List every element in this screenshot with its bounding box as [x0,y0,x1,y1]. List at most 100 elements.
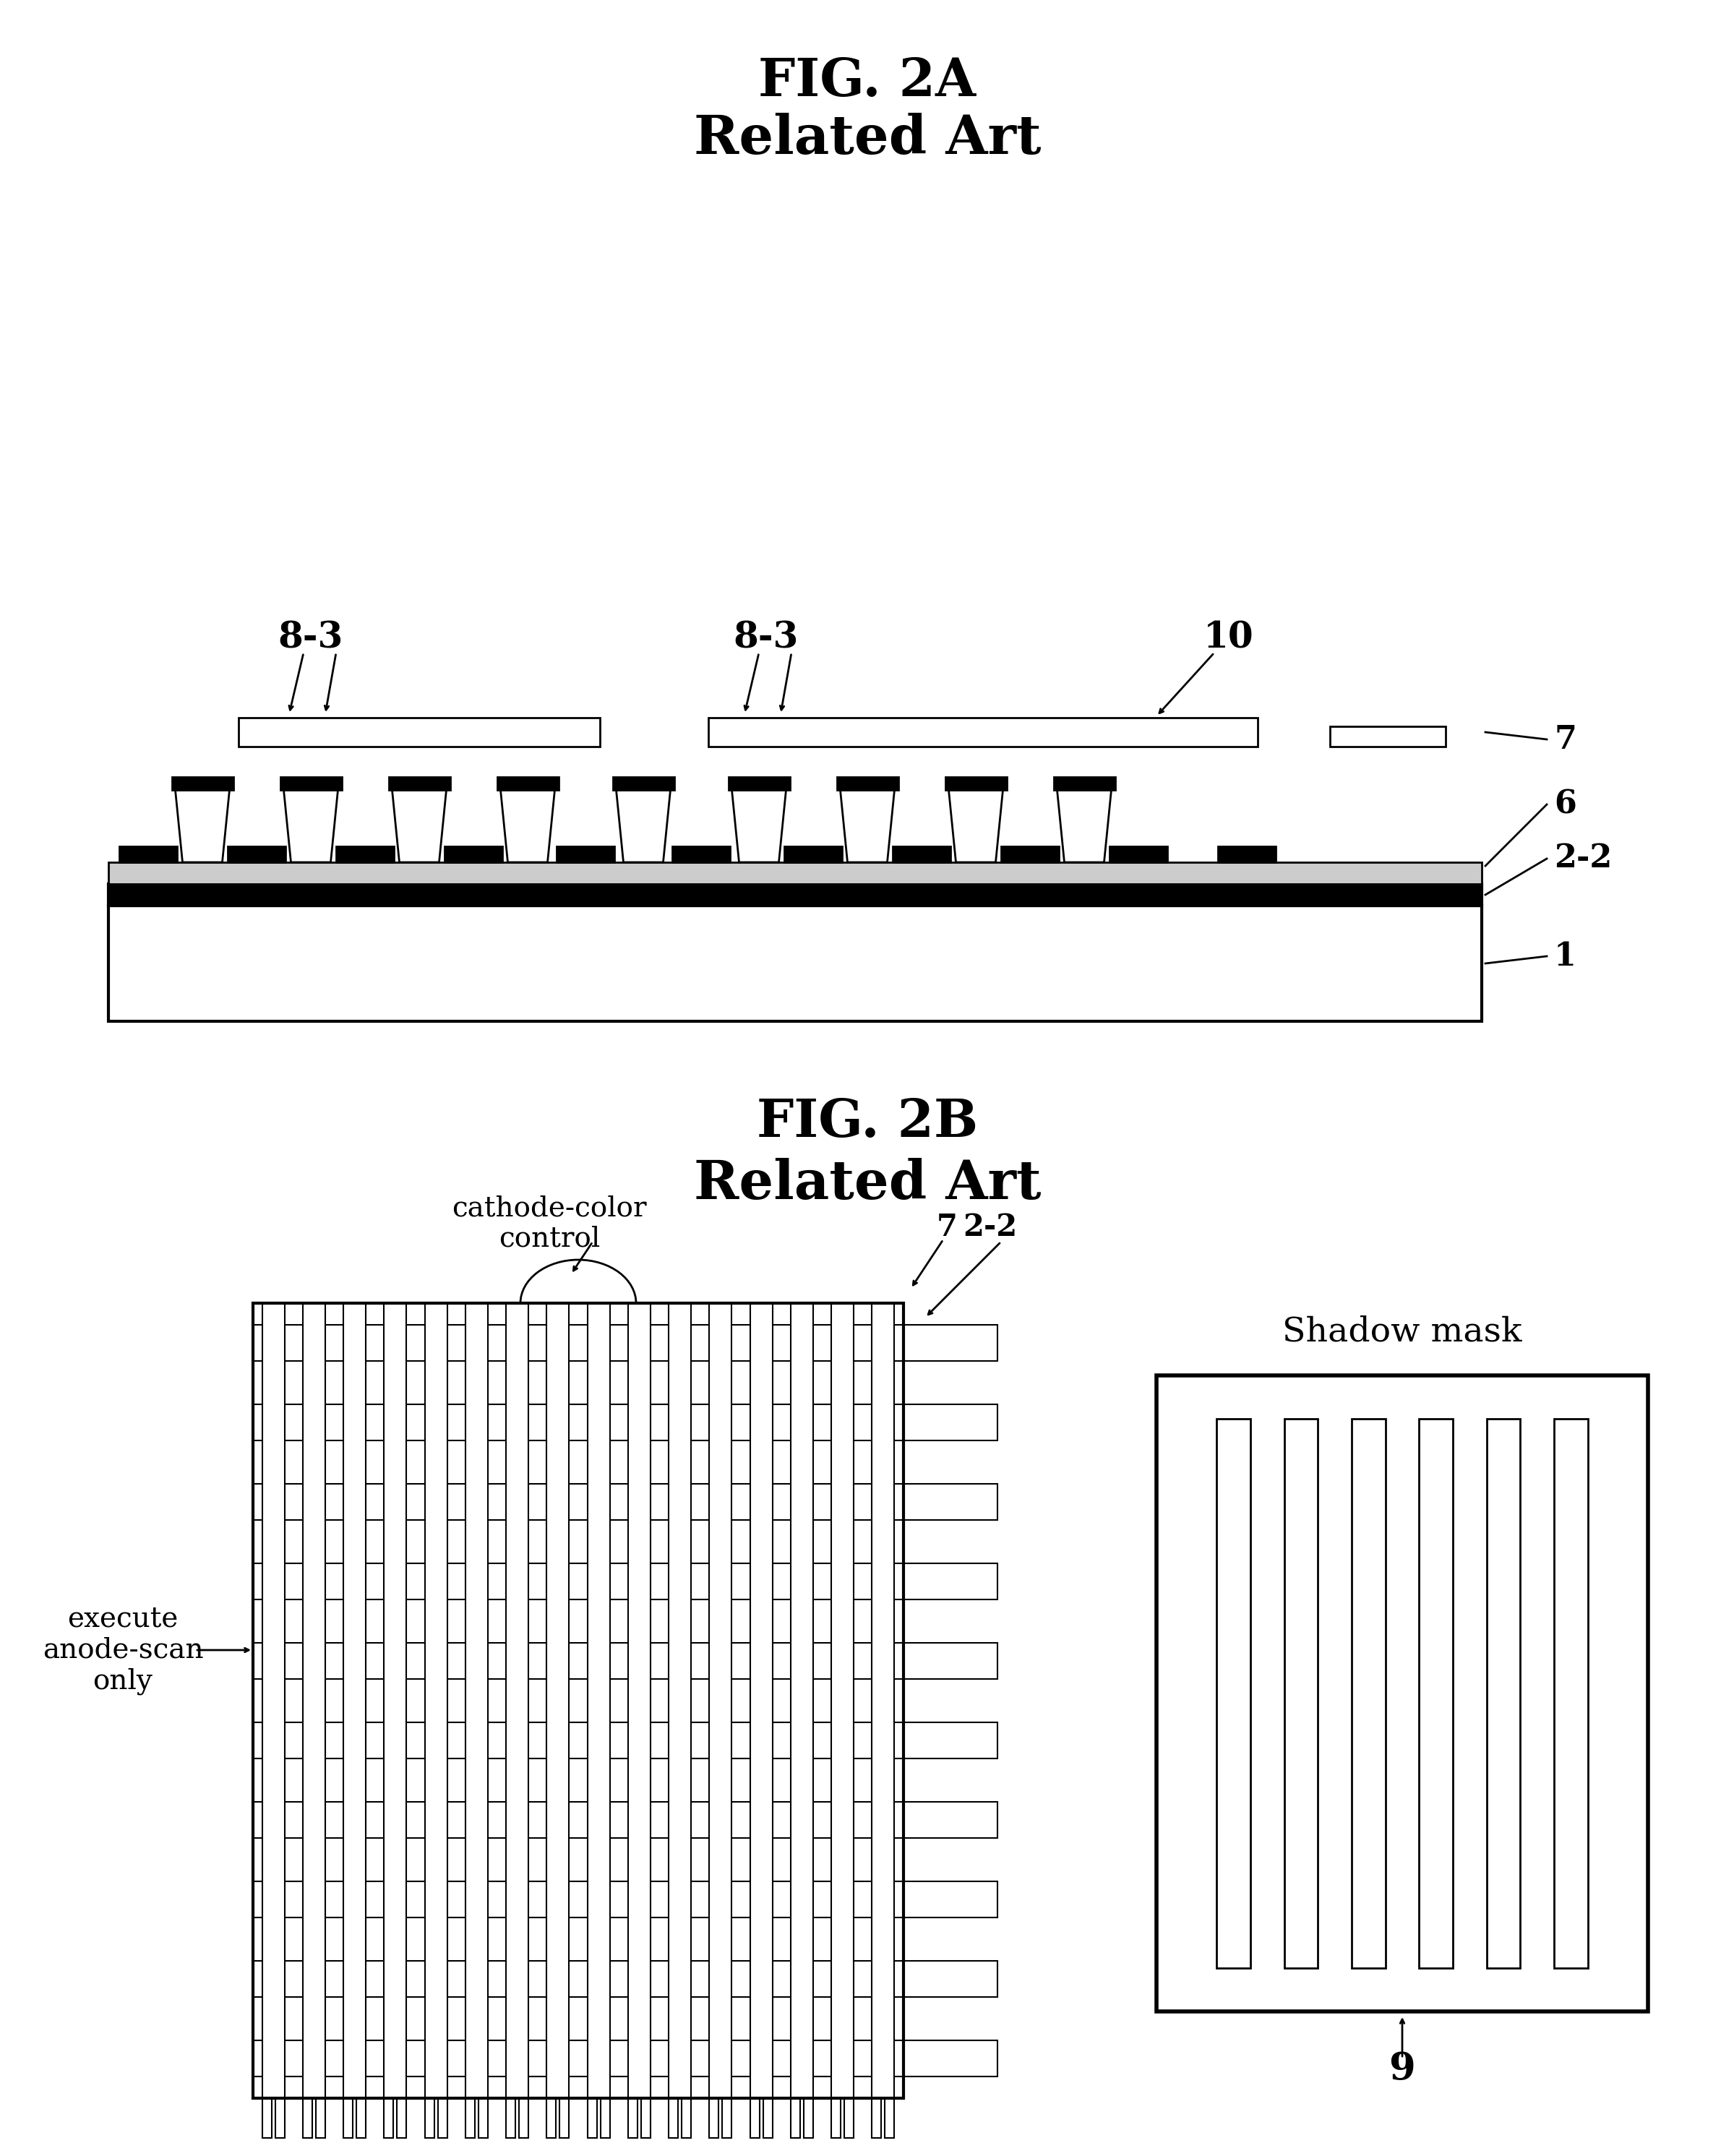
Bar [560,2098,569,2139]
Text: 1: 1 [1554,940,1576,972]
Bar [681,2098,692,2139]
Bar [1486,1419,1521,1968]
Bar [803,2098,813,2139]
Bar [109,884,1483,906]
Bar [903,2040,997,2076]
Bar [388,776,449,789]
Bar [1157,1376,1647,2012]
Bar [784,847,843,862]
Bar [763,2098,772,2139]
Bar [1217,847,1276,862]
Bar [844,2098,853,2139]
Bar [444,847,503,862]
Bar [253,1563,903,1600]
Bar [723,2098,732,2139]
Text: 10: 10 [1203,621,1254,655]
Bar [709,718,1257,746]
Bar [172,776,232,789]
Text: 8-3: 8-3 [277,621,343,655]
Bar [893,847,950,862]
Text: execute
anode-scan
only: execute anode-scan only [42,1606,203,1695]
Polygon shape [732,789,786,862]
Text: cathode-color
control: cathode-color control [453,1194,647,1253]
Polygon shape [501,789,555,862]
Bar [612,776,675,789]
Bar [1217,1419,1250,1968]
Bar [303,2098,312,2139]
Bar [109,906,1483,1022]
Polygon shape [1058,789,1111,862]
Bar [546,2098,557,2139]
Bar [1418,1419,1453,1968]
Bar [588,2098,596,2139]
Bar [281,776,342,789]
Bar [506,2098,515,2139]
Bar [425,2098,434,2139]
Bar [588,1302,610,2098]
Bar [791,2098,799,2139]
Bar [669,1302,692,2098]
Bar [357,2098,366,2139]
Bar [1330,727,1446,746]
Bar [628,1302,650,2098]
Bar [884,2098,895,2139]
Bar [465,2098,475,2139]
Bar [903,1802,997,1837]
Bar [872,2098,881,2139]
Bar [276,2098,284,2139]
Bar [1351,1419,1385,1968]
Bar [872,1302,895,2098]
Text: 7: 7 [936,1212,957,1242]
Bar [425,1302,447,2098]
Bar [1285,1419,1318,1968]
Bar [253,2040,903,2076]
Bar [397,2098,406,2139]
Text: Related Art: Related Art [694,1158,1040,1210]
Bar [1554,1419,1588,1968]
Bar [903,1723,997,1759]
Polygon shape [948,789,1002,862]
Bar [385,1302,406,2098]
Bar [903,1962,997,1996]
Bar [253,1302,903,2098]
Text: 2-2: 2-2 [1554,843,1613,873]
Bar [557,847,614,862]
Text: Related Art: Related Art [694,112,1040,166]
Bar [253,1723,903,1759]
Bar [791,1302,813,2098]
Bar [945,776,1006,789]
Polygon shape [392,789,446,862]
Bar [109,862,1483,884]
Bar [227,847,286,862]
Bar [1110,847,1167,862]
Bar [262,2098,272,2139]
Text: 9: 9 [1389,2050,1415,2087]
Bar [600,2098,610,2139]
Bar [506,1302,529,2098]
Bar [1054,776,1115,789]
Text: Shadow mask: Shadow mask [1283,1315,1522,1348]
Bar [709,2098,720,2139]
Bar [628,2098,638,2139]
Bar [316,2098,326,2139]
Text: 7: 7 [1554,724,1576,755]
Text: 8-3: 8-3 [733,621,799,655]
Bar [831,2098,841,2139]
Bar [903,1643,997,1680]
Bar [751,2098,759,2139]
Bar [253,1483,903,1520]
Bar [253,1962,903,1996]
Bar [751,1302,772,2098]
Polygon shape [841,789,895,862]
Bar [239,718,600,746]
Bar [336,847,394,862]
Bar [836,776,898,789]
Bar [437,2098,447,2139]
Bar [903,1326,997,1360]
Bar [343,1302,366,2098]
Text: 6: 6 [1554,789,1576,819]
Bar [303,1302,326,2098]
Bar [253,1326,903,1360]
Bar [253,1882,903,1917]
Bar [546,1302,569,2098]
